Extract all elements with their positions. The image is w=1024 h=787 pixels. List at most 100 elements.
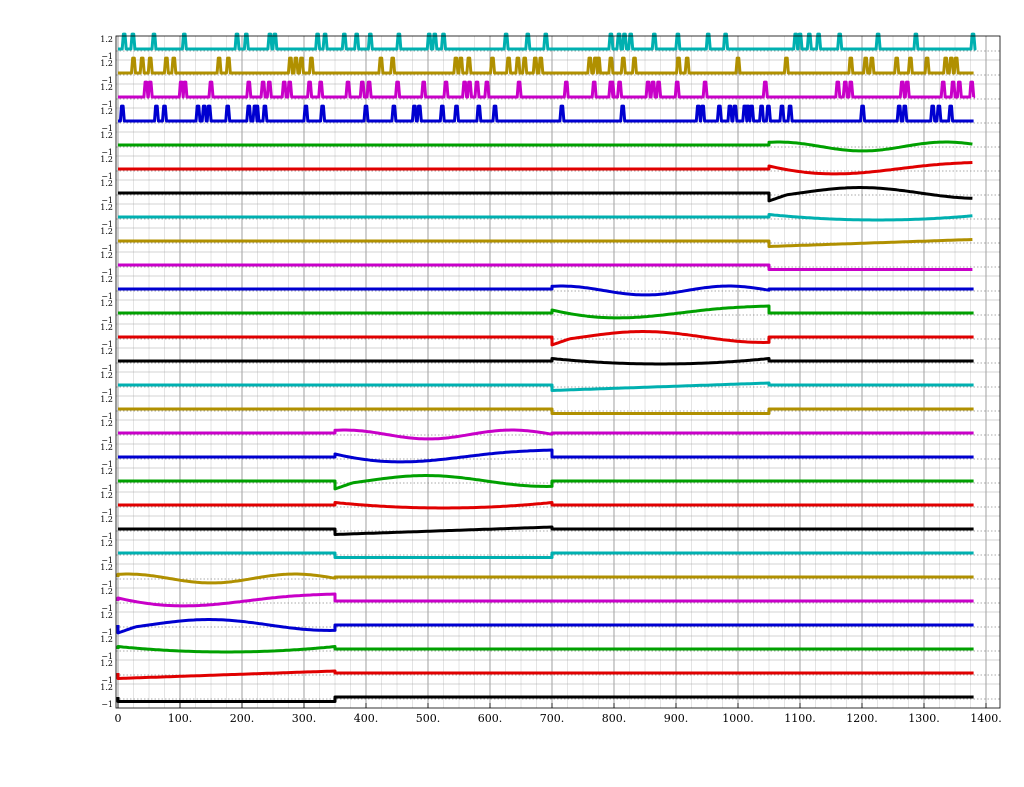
band-bottom-label: −1 [101, 220, 113, 229]
band-bottom-label: −1 [101, 340, 113, 349]
band-bottom-label: −1 [101, 436, 113, 445]
x-tick-label: 800. [602, 712, 627, 725]
series-line [118, 32, 977, 51]
series-line [116, 618, 974, 635]
band-bottom-label: −1 [101, 628, 113, 637]
series-line [118, 263, 973, 271]
x-tick-label: 600. [478, 712, 503, 725]
band-top-label: 1.2 [100, 179, 113, 188]
x-tick-label: 700. [540, 712, 565, 725]
series-line [118, 284, 974, 297]
band-top-label: 1.2 [100, 443, 113, 452]
series-line [118, 474, 974, 491]
plot-frame [115, 35, 1001, 709]
band-bottom-label: −1 [101, 508, 113, 517]
band-bottom-label: −1 [101, 148, 113, 157]
band-bottom-label: −1 [101, 196, 113, 205]
band-bottom-label: −1 [101, 532, 113, 541]
band-bottom-label: −1 [101, 52, 113, 61]
band-top-label: 1.2 [100, 323, 113, 332]
x-tick-label: 300. [292, 712, 317, 725]
band-bottom-label: −1 [101, 388, 113, 397]
band-bottom-label: −1 [101, 652, 113, 661]
series-line [116, 572, 974, 585]
series-line [118, 304, 974, 320]
band-top-label: 1.2 [100, 635, 113, 644]
band-top-label: 1.2 [100, 371, 113, 380]
band-top-label: 1.2 [100, 563, 113, 572]
band-bottom-label: −1 [101, 556, 113, 565]
band-labels: 1.2−11.2−11.2−11.2−11.2−11.2−11.2−11.2−1… [100, 35, 113, 709]
x-tick-label: 1200. [846, 712, 878, 725]
series-line [116, 592, 974, 608]
band-top-label: 1.2 [100, 611, 113, 620]
series-line [116, 695, 974, 703]
series-line [118, 140, 973, 153]
series-line [118, 330, 974, 347]
band-top-label: 1.2 [100, 419, 113, 428]
band-top-label: 1.2 [100, 659, 113, 668]
band-bottom-label: −1 [101, 172, 113, 181]
band-bottom-label: −1 [101, 412, 113, 421]
band-top-label: 1.2 [100, 683, 113, 692]
band-top-label: 1.2 [100, 275, 113, 284]
band-top-label: 1.2 [100, 131, 113, 140]
band-bottom-label: −1 [101, 268, 113, 277]
x-tick-label: 0 [115, 712, 122, 725]
band-top-label: 1.2 [100, 347, 113, 356]
band-bottom-label: −1 [101, 700, 113, 709]
band-bottom-label: −1 [101, 460, 113, 469]
series-line [118, 238, 973, 248]
series-line [118, 357, 974, 366]
band-top-label: 1.2 [100, 107, 113, 116]
band-top-label: 1.2 [100, 299, 113, 308]
band-bottom-label: −1 [101, 244, 113, 253]
band-bottom-label: −1 [101, 676, 113, 685]
grid [116, 36, 1000, 708]
band-bottom-label: −1 [101, 364, 113, 373]
x-tick-label: 900. [664, 712, 689, 725]
band-bottom-label: −1 [101, 292, 113, 301]
band-top-label: 1.2 [100, 539, 113, 548]
band-bottom-label: −1 [101, 124, 113, 133]
band-bottom-label: −1 [101, 100, 113, 109]
series-line [118, 186, 973, 203]
series-line [118, 80, 976, 99]
series-line [116, 645, 974, 654]
band-bottom-label: −1 [101, 316, 113, 325]
series-line [116, 669, 974, 680]
series-line [118, 381, 974, 392]
series-group [116, 32, 977, 703]
band-top-label: 1.2 [100, 587, 113, 596]
series-line [118, 56, 974, 75]
series-line [118, 104, 974, 123]
band-top-label: 1.2 [100, 395, 113, 404]
series-line [118, 448, 974, 464]
band-top-label: 1.2 [100, 515, 113, 524]
x-tick-label: 400. [354, 712, 379, 725]
series-line [118, 551, 974, 559]
band-top-label: 1.2 [100, 83, 113, 92]
series-line [118, 161, 973, 176]
series-line [118, 525, 974, 536]
x-tick-label: 500. [416, 712, 441, 725]
x-axis: 0 100. 200. 300. 400. 500. 600. 700. 800. 900. 100… [115, 703, 1002, 725]
x-tick-label: 1000. [722, 712, 754, 725]
band-top-label: 1.2 [100, 35, 113, 44]
band-bottom-label: −1 [101, 580, 113, 589]
band-top-label: 1.2 [100, 59, 113, 68]
x-tick-label: 100. [168, 712, 193, 725]
series-line [118, 407, 974, 415]
x-tick-label: 1400. [970, 712, 1002, 725]
series-line [118, 501, 974, 510]
x-tick-label: 1300. [908, 712, 940, 725]
series-line [118, 428, 974, 441]
band-top-label: 1.2 [100, 491, 113, 500]
x-tick-label: 1100. [784, 712, 816, 725]
x-tick-label: 200. [230, 712, 255, 725]
band-bottom-label: −1 [101, 604, 113, 613]
band-bottom-label: −1 [101, 484, 113, 493]
band-top-label: 1.2 [100, 203, 113, 212]
